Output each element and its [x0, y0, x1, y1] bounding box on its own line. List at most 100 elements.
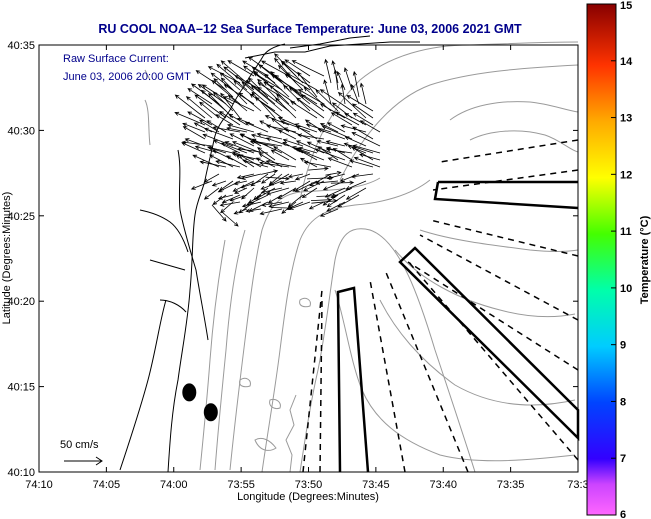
current-vector: [325, 140, 346, 147]
current-vector: [330, 180, 355, 185]
current-vector: [258, 153, 283, 168]
current-vector: [219, 110, 241, 126]
current-vector: [276, 93, 297, 112]
current-vector: [335, 111, 360, 126]
current-vector: [295, 97, 325, 119]
current-vector: [260, 187, 283, 194]
current-vector: [251, 91, 276, 119]
current-vector: [306, 175, 334, 180]
current-vector: [277, 129, 297, 140]
x-axis-label: Longitude (Degrees:Minutes): [237, 491, 379, 503]
current-vector: [343, 142, 374, 154]
current-vector: [212, 91, 234, 112]
current-vector: [258, 64, 283, 84]
current-vector: [227, 123, 255, 133]
colorbar-tick-label: 13: [620, 113, 632, 125]
colorbar-tick-label: 12: [620, 169, 632, 181]
current-vector: [324, 187, 346, 198]
current-vector: [280, 120, 311, 133]
current-vector: [211, 180, 227, 187]
current-vector: [197, 83, 227, 105]
current-vector: [223, 96, 255, 112]
current-vector: [297, 133, 325, 140]
current-vector: [294, 173, 311, 181]
current-vector: [323, 79, 332, 105]
x-tick-label: 73:40: [429, 479, 457, 491]
current-vector: [212, 194, 227, 205]
current-vector: [195, 70, 227, 91]
current-vector: [254, 96, 283, 119]
current-vector: [256, 132, 283, 140]
current-vector: [209, 154, 234, 168]
current-vector: [194, 94, 227, 119]
current-vector: [228, 113, 248, 126]
current-vector: [181, 142, 206, 154]
current-vector: [349, 159, 374, 168]
current-vector: [259, 208, 283, 216]
current-vector: [229, 133, 255, 147]
current-vector: [325, 147, 353, 154]
current-vector: [285, 72, 318, 91]
current-vector: [192, 154, 220, 168]
current-vector: [288, 87, 311, 105]
current-vector: [317, 128, 346, 140]
current-vector: [297, 71, 318, 98]
current-vector: [326, 122, 346, 133]
current-vector: [220, 60, 248, 84]
x-tick-label: 73:50: [295, 479, 323, 491]
current-vector: [282, 138, 304, 147]
x-tick-label: 73:35: [497, 479, 525, 491]
colorbar-tick-label: 11: [620, 226, 632, 238]
current-vector: [244, 121, 269, 133]
x-tick-label: 73:45: [362, 479, 390, 491]
current-vector: [266, 187, 290, 196]
current-vector: [226, 155, 248, 168]
current-vector: [245, 208, 262, 213]
colorbar: [586, 3, 617, 516]
current-vector: [311, 198, 338, 204]
current-vector: [319, 208, 339, 217]
current-vector: [232, 180, 255, 192]
current-vector: [314, 148, 346, 161]
current-vector: [227, 60, 255, 77]
current-vector: [261, 169, 279, 175]
chart-title: RU COOL NOAA–12 Sea Surface Temperature:…: [98, 22, 522, 36]
y-tick-label: 40:30: [7, 125, 35, 137]
current-vector: [270, 71, 290, 91]
current-vector: [319, 123, 339, 133]
current-vector: [315, 180, 339, 185]
current-vector: [210, 72, 234, 91]
current-vector: [322, 180, 346, 191]
current-vector: [339, 173, 360, 182]
current-vector: [260, 180, 283, 190]
x-tick-label: 74:05: [93, 479, 121, 491]
current-vector: [327, 157, 353, 168]
current-vector: [279, 180, 297, 185]
current-vector: [237, 147, 269, 154]
current-vector: [203, 127, 234, 140]
y-tick-label: 40:25: [7, 211, 35, 223]
current-vector: [264, 73, 290, 98]
current-vector: [199, 119, 220, 133]
annotation-line-2: June 03, 2006 20:00 GMT: [63, 71, 191, 83]
current-vector: [330, 112, 353, 126]
current-vector: [236, 173, 255, 180]
current-vector: [234, 187, 248, 194]
current-vector: [265, 176, 290, 181]
current-vector: [182, 122, 206, 133]
current-vector: [337, 91, 367, 119]
current-vector: [265, 137, 290, 147]
current-vector: [182, 126, 206, 140]
current-vector: [233, 180, 248, 186]
current-vector: [319, 89, 353, 112]
current-vector: [242, 159, 269, 168]
current-vector: [352, 112, 374, 126]
current-vector: [352, 144, 381, 154]
current-vector: [242, 60, 269, 77]
current-vector: [301, 187, 318, 199]
current-vector: [211, 204, 227, 222]
x-tick-label: 74:00: [160, 479, 188, 491]
y-tick-label: 40:20: [7, 296, 35, 308]
current-vector: [238, 154, 262, 168]
current-vector: [287, 173, 304, 179]
